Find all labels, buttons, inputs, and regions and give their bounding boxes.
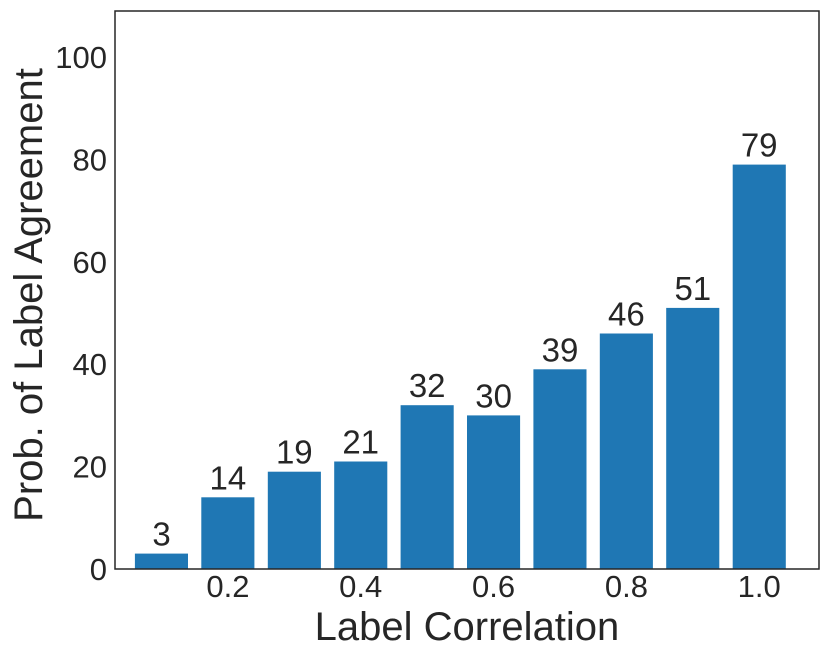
bar-value-label: 19 <box>276 434 313 471</box>
y-tick-label: 40 <box>73 347 107 382</box>
bar-value-label: 46 <box>608 296 645 333</box>
y-tick-label: 60 <box>73 245 107 280</box>
bar-labels-group: 3 14 19 21 32 30 39 46 51 79 <box>152 127 777 553</box>
x-tick-label: 1.0 <box>738 569 781 604</box>
x-tick-labels: 0.2 0.4 0.6 0.8 1.0 <box>206 569 780 604</box>
bar-6 <box>467 415 521 569</box>
bar-8 <box>599 333 653 569</box>
bar-3 <box>267 471 321 569</box>
bar-5 <box>400 405 454 569</box>
y-tick-label: 100 <box>55 40 107 75</box>
x-tick-label: 0.6 <box>472 569 515 604</box>
bar-value-label: 32 <box>409 367 446 404</box>
bar-7 <box>533 369 587 569</box>
x-axis-label: Label Correlation <box>315 605 620 649</box>
bar-value-label: 3 <box>152 516 170 553</box>
x-tick-label: 0.2 <box>206 569 249 604</box>
bar-value-label: 21 <box>342 424 379 461</box>
x-tick-label: 0.8 <box>605 569 648 604</box>
bar-4 <box>334 461 388 569</box>
y-tick-label: 0 <box>90 552 107 587</box>
bar-9 <box>666 307 720 569</box>
bar-value-label: 51 <box>674 270 711 307</box>
y-tick-label: 20 <box>73 450 107 485</box>
bar-value-label: 30 <box>475 377 512 414</box>
bar-10 <box>732 164 786 569</box>
y-axis-label: Prob. of Label Agreement <box>7 68 51 522</box>
bar-value-label: 14 <box>210 459 247 496</box>
plot-frame <box>114 10 820 570</box>
bars-group <box>134 164 786 569</box>
bar-value-label: 79 <box>741 127 778 164</box>
y-tick-labels: 0 20 40 60 80 100 <box>55 40 107 587</box>
bar-2 <box>201 497 255 569</box>
x-tick-label: 0.4 <box>339 569 382 604</box>
bar-1 <box>134 553 188 569</box>
y-tick-label: 80 <box>73 143 107 178</box>
bar-value-label: 39 <box>542 331 579 368</box>
